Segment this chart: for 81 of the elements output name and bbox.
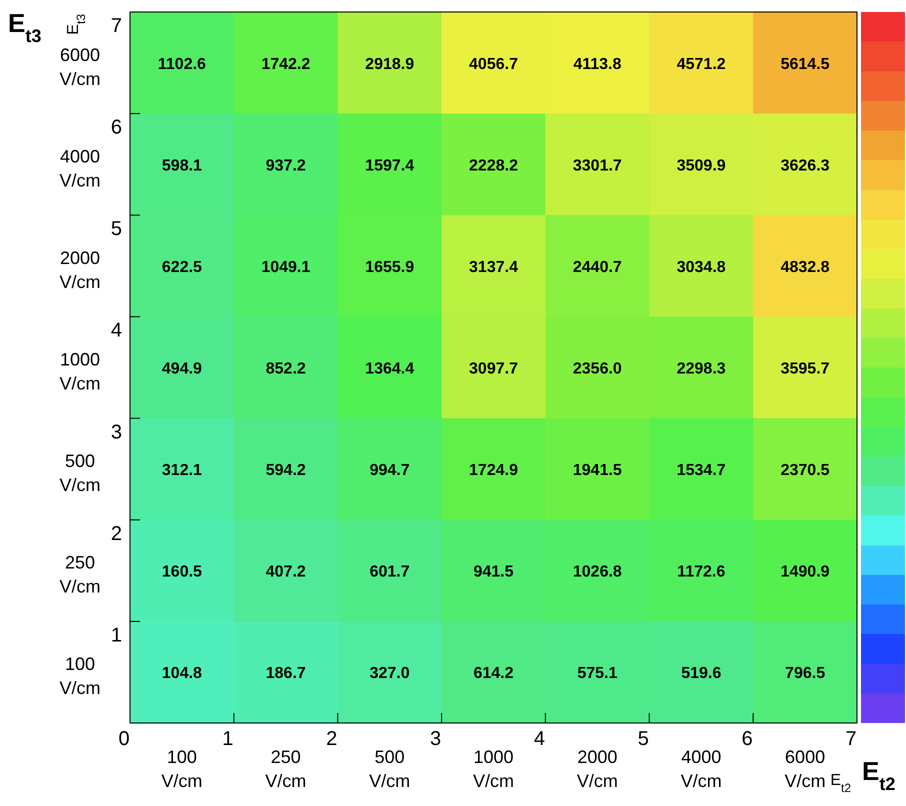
text: 1 xyxy=(222,728,234,750)
data-label: 312.1 xyxy=(162,462,202,480)
data-label: 1724.9 xyxy=(469,462,518,480)
data-label: 994.7 xyxy=(370,462,410,480)
text: 5 xyxy=(638,728,649,750)
data-label: 494.9 xyxy=(162,360,202,378)
data-label: 3509.9 xyxy=(676,157,726,174)
x-tick-label: 100 V/cm xyxy=(161,747,202,791)
data-label: 3034.8 xyxy=(676,258,726,276)
data-label: 852.2 xyxy=(266,360,306,378)
data-label: 601.7 xyxy=(370,564,410,581)
y-tick-label: 6000 V/cm xyxy=(59,44,101,89)
data-label: 4571.2 xyxy=(676,56,726,73)
data-label: 3097.7 xyxy=(469,360,518,378)
data-label: 3137.4 xyxy=(469,258,518,276)
text: 0 xyxy=(118,728,130,750)
y-tick-label: 100 V/cm xyxy=(59,654,101,698)
text: 2 xyxy=(326,728,338,750)
text: 4 xyxy=(110,320,122,342)
data-label: 796.5 xyxy=(785,665,826,682)
data-label: 1534.7 xyxy=(676,462,726,480)
data-label: 1742.2 xyxy=(261,56,310,73)
text: 3 xyxy=(430,728,442,750)
text: E$_{t3}$ xyxy=(8,8,42,46)
data-label: 160.5 xyxy=(162,564,202,581)
data-label: 1102.6 xyxy=(158,56,206,73)
data-label: 1026.8 xyxy=(572,564,622,581)
data-label: 519.6 xyxy=(681,665,722,682)
data-label: 104.8 xyxy=(162,665,202,682)
y-tick-label: 500 V/cm xyxy=(59,451,101,496)
data-label: 1049.1 xyxy=(261,258,310,276)
y-tick-label: 250 V/cm xyxy=(59,552,101,597)
text: 4 xyxy=(534,728,545,750)
data-label: 614.2 xyxy=(473,665,514,682)
data-label: 2440.7 xyxy=(572,258,622,276)
x-axis-title: E$_{t2}$ xyxy=(830,772,852,795)
data-label: 3626.3 xyxy=(780,157,830,174)
data-label: 1364.4 xyxy=(365,360,414,378)
data-label: 1597.4 xyxy=(365,157,414,174)
x-tick-label: 4000 V/cm xyxy=(680,747,722,791)
text: 6 xyxy=(110,116,122,139)
data-label: 4113.8 xyxy=(573,56,622,73)
text: 5 xyxy=(110,218,122,240)
data-label: 4056.7 xyxy=(469,56,518,73)
data-label: 941.5 xyxy=(473,564,514,581)
text: E$_{t2}$ xyxy=(862,756,896,794)
text: 1 xyxy=(110,624,122,646)
data-label: 5614.5 xyxy=(780,56,830,73)
data-label: 1172.6 xyxy=(677,564,726,581)
text: 3 xyxy=(110,421,122,444)
data-label: 937.2 xyxy=(266,157,306,174)
text: 6 xyxy=(742,728,753,750)
y-tick-label: 1000 V/cm xyxy=(59,350,101,394)
x-tick-label: 6000 V/cm xyxy=(784,747,826,791)
data-label: 3301.7 xyxy=(572,157,622,174)
y-tick-label: 2000 V/cm xyxy=(59,248,101,292)
data-label: 2228.2 xyxy=(469,157,518,174)
data-label: 622.5 xyxy=(162,258,202,276)
text: 7 xyxy=(110,15,122,37)
data-label: 327.0 xyxy=(370,665,410,682)
data-label: 4832.8 xyxy=(780,258,830,276)
x-tick-label: 1000 V/cm xyxy=(472,747,514,791)
data-label: 598.1 xyxy=(162,157,202,174)
data-label: 2370.5 xyxy=(780,462,830,480)
data-label: 186.7 xyxy=(266,665,306,682)
y-tick-label: 4000 V/cm xyxy=(59,146,101,190)
text: 7 xyxy=(845,728,857,750)
data-label: 2356.0 xyxy=(572,360,622,378)
data-label: 594.2 xyxy=(266,462,306,480)
x-tick-label: 500 V/cm xyxy=(369,747,410,791)
data-label: 1655.9 xyxy=(365,258,414,276)
data-label: 575.1 xyxy=(577,665,618,682)
data-label: 2918.9 xyxy=(365,56,414,73)
text: 2 xyxy=(110,522,122,545)
data-label: 2298.3 xyxy=(676,360,726,378)
data-label: 1490.9 xyxy=(780,564,830,581)
x-tick-label: 250 V/cm xyxy=(265,747,306,791)
x-tick-label: 2000 V/cm xyxy=(576,747,618,791)
data-label: 3595.7 xyxy=(780,360,830,378)
data-label: 407.2 xyxy=(266,564,306,581)
data-label: 1941.5 xyxy=(572,462,622,480)
